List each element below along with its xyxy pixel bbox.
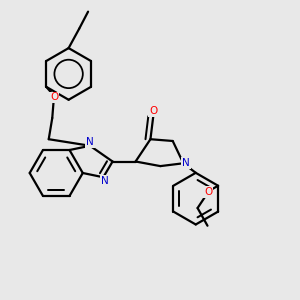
Text: N: N [182,158,190,168]
Text: N: N [101,176,109,186]
Text: O: O [50,92,58,103]
Text: N: N [86,137,94,147]
Text: O: O [204,187,212,197]
Text: O: O [149,106,158,116]
